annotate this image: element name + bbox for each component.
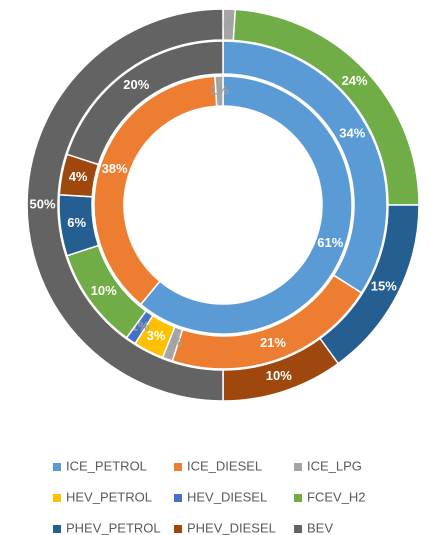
legend-label: ICE_PETROL	[66, 458, 147, 473]
data-label: 50%	[29, 196, 55, 211]
data-label: 21%	[260, 335, 286, 350]
data-label: 1%	[210, 82, 229, 97]
legend-swatch	[294, 494, 302, 502]
legend-label: ICE_DIESEL	[187, 458, 262, 473]
legend-swatch	[174, 494, 182, 502]
legend-swatch	[174, 525, 182, 533]
data-label: 6%	[67, 215, 86, 230]
data-label: 61%	[317, 235, 343, 250]
legend-label: BEV	[307, 520, 333, 535]
legend-swatch	[174, 463, 182, 471]
data-label: 15%	[371, 278, 397, 293]
legend-label: HEV_PETROL	[66, 489, 152, 504]
legend-label: PHEV_PETROL	[66, 520, 161, 535]
legend-label: HEV_DIESEL	[187, 489, 267, 504]
legend-swatch	[53, 494, 61, 502]
data-label: 38%	[102, 161, 128, 176]
legend-label: PHEV_DIESEL	[187, 520, 276, 535]
data-label: 20%	[123, 77, 149, 92]
legend-swatch	[294, 463, 302, 471]
slice	[214, 75, 224, 107]
legend-label: FCEV_H2	[307, 489, 366, 504]
legend-swatch	[294, 525, 302, 533]
data-label: 3%	[147, 328, 166, 343]
data-label: 24%	[342, 73, 368, 88]
data-label: 4%	[69, 169, 88, 184]
legend-label: ICE_LPG	[307, 458, 362, 473]
legend-swatch	[53, 525, 61, 533]
data-label: 10%	[266, 368, 292, 383]
slice	[139, 75, 353, 335]
data-label: 10%	[91, 283, 117, 298]
legend-swatch	[53, 463, 61, 471]
slice	[26, 8, 224, 402]
slice	[66, 40, 224, 166]
data-label: 34%	[339, 125, 365, 140]
